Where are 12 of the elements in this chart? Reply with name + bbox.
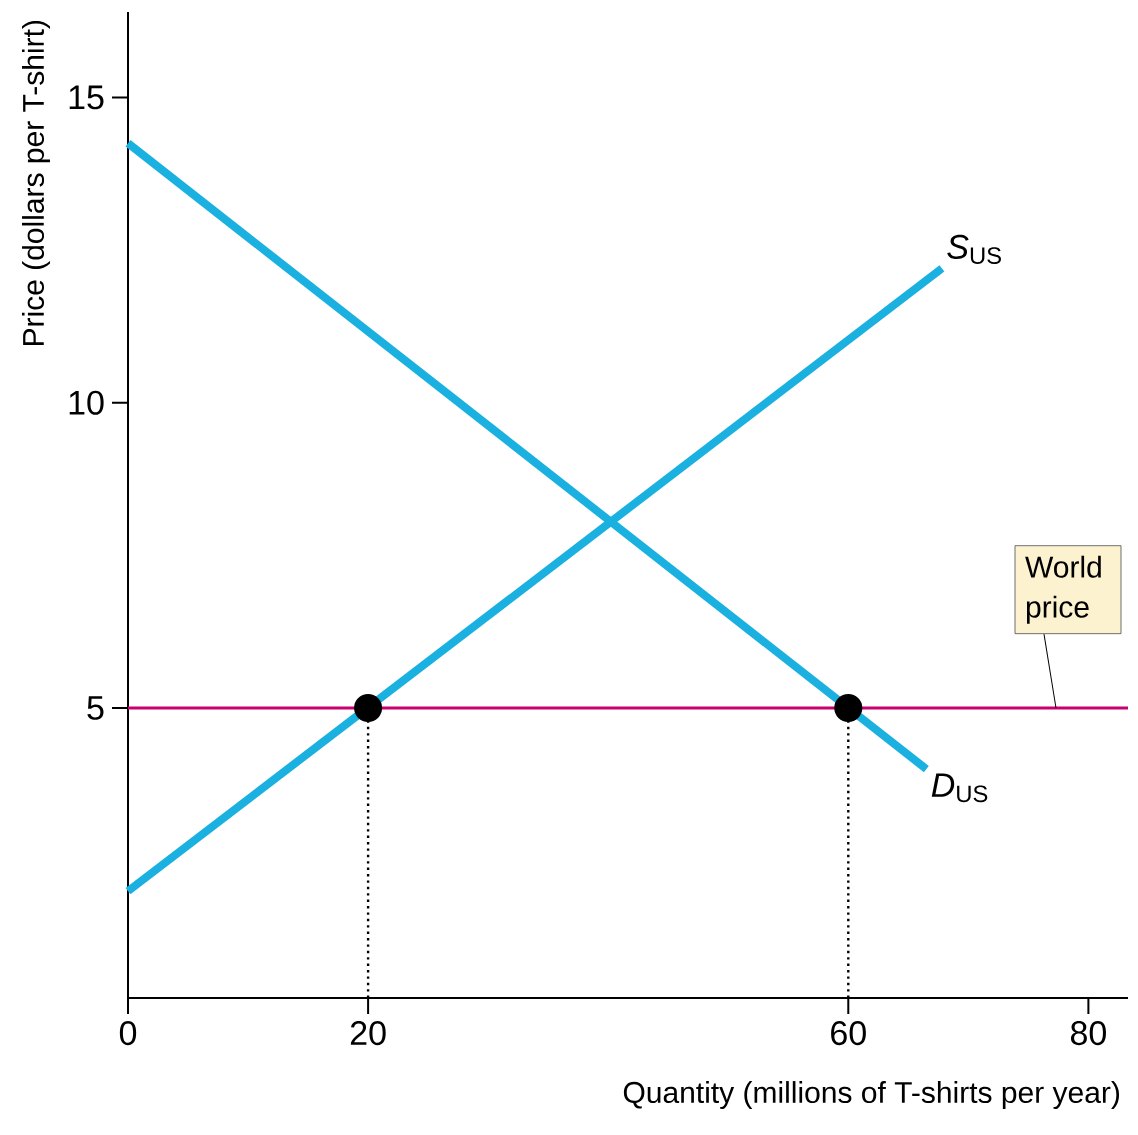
- y-tick-label: 5: [87, 696, 104, 720]
- x-tick-label: 20: [350, 1021, 386, 1046]
- x-tick-label: 80: [1070, 1021, 1106, 1046]
- x-tick-label: 60: [831, 1021, 866, 1046]
- y-tick-label: 15: [69, 85, 104, 110]
- series-label: S$_{US}$: [947, 234, 1001, 264]
- series-label: D$_{US}$: [931, 773, 988, 803]
- ref-line-label: World price: [1025, 555, 1101, 624]
- x-axis-title: Quantity (millions of T-shirts per year): [623, 1081, 1120, 1110]
- x-tick-label: 0: [119, 1021, 137, 1046]
- y-tick-label: 10: [69, 390, 104, 415]
- y-axis-title: Price (dollars per T-shirt): [22, 20, 50, 346]
